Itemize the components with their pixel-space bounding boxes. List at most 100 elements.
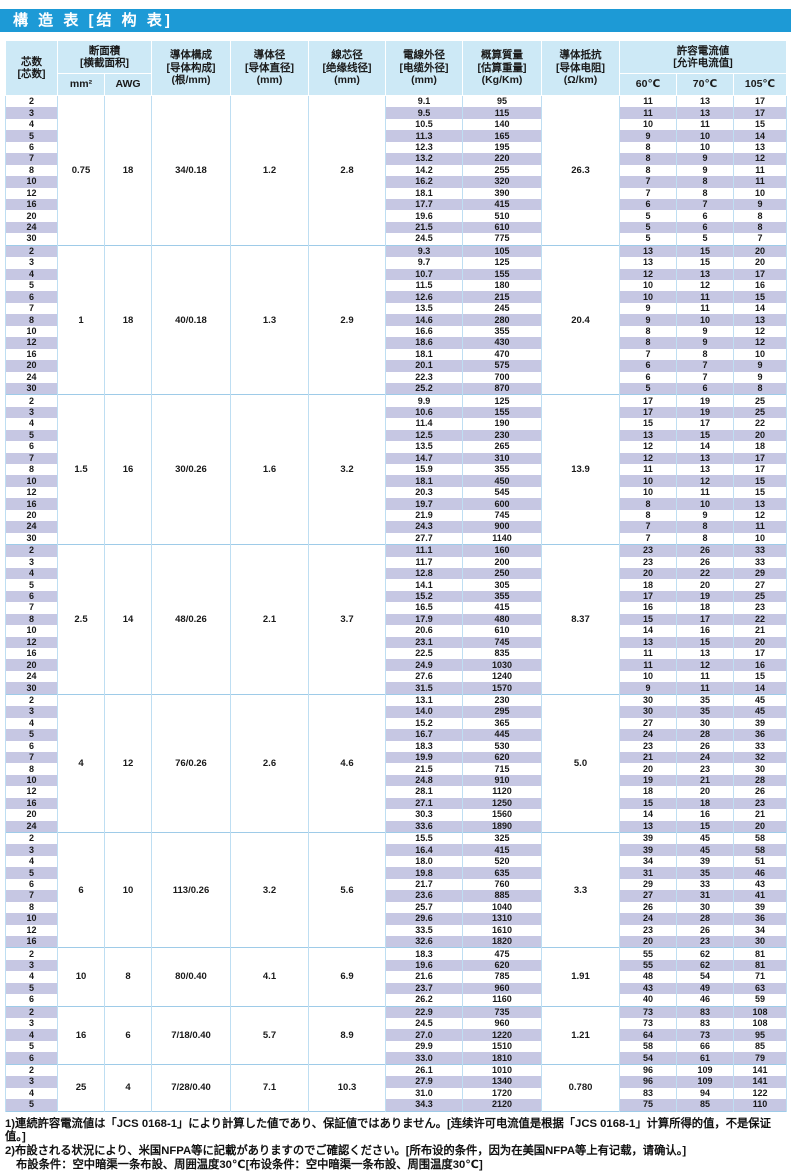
table-row: 3 11.7 200 23 26 33: [5, 556, 788, 568]
weight-cell: 1140: [462, 532, 542, 545]
current-70-cell: 33: [676, 878, 734, 891]
cores-cell: 6: [5, 878, 58, 891]
cores-cell: 8: [5, 464, 58, 476]
construction-cell: 80/0.40: [151, 947, 231, 1007]
current-105-cell: 108: [732, 1018, 788, 1030]
cable-od-cell: 13.2: [385, 153, 463, 165]
cores-cell: 7: [5, 153, 58, 165]
current-60-cell: 8: [619, 164, 677, 177]
current-60-cell: 19: [619, 774, 677, 787]
current-60-cell: 10: [619, 475, 677, 487]
conductor-dia-cell: 4.1: [230, 947, 309, 1007]
current-105-cell: 39: [732, 901, 788, 914]
current-70-cell: 35: [676, 693, 734, 707]
current-105-cell: 46: [732, 867, 788, 879]
header-construction: 導体構成 [导体构成] (根/mm): [151, 40, 231, 96]
current-70-cell: 26: [676, 740, 734, 752]
current-60-cell: 73: [619, 1018, 677, 1030]
resistance-cell: 3.3: [541, 831, 620, 948]
current-105-cell: 25: [732, 590, 788, 603]
weight-cell: 310: [462, 452, 542, 464]
current-105-cell: 15: [732, 475, 788, 487]
weight-cell: 180: [462, 280, 542, 292]
resistance-cell: 26.3: [541, 95, 620, 246]
weight-cell: 870: [462, 382, 542, 395]
cores-cell: 10: [5, 176, 58, 188]
cable-od-cell: 33.0: [385, 1052, 463, 1065]
cable-od-cell: 16.7: [385, 729, 463, 741]
cores-cell: 5: [5, 867, 58, 879]
current-105-cell: 17: [732, 107, 788, 119]
current-70-cell: 49: [676, 982, 734, 995]
table-row: 10 29.6 1310 24 28 36: [5, 913, 788, 925]
current-105-cell: 21: [732, 809, 788, 821]
header-insulated-dia-ja: 線芯径: [331, 49, 363, 62]
current-70-cell: 109: [676, 1063, 734, 1077]
cores-cell: 3: [5, 1076, 58, 1088]
weight-cell: 200: [462, 556, 542, 568]
cores-cell: 4: [5, 855, 58, 868]
cable-od-cell: 12.8: [385, 567, 463, 580]
current-70-cell: 26: [676, 556, 734, 568]
cable-od-cell: 18.1: [385, 475, 463, 487]
weight-cell: 610: [462, 625, 542, 637]
current-105-cell: 58: [732, 832, 788, 845]
current-70-cell: 35: [676, 867, 734, 879]
cable-od-cell: 15.2: [385, 717, 463, 730]
cores-cell: 6: [5, 994, 58, 1007]
weight-cell: 1890: [462, 820, 542, 833]
header-construction-unit: (根/mm): [171, 74, 211, 87]
current-70-cell: 15: [676, 636, 734, 648]
cable-od-cell: 12.5: [385, 429, 463, 442]
cores-cell: 6: [5, 590, 58, 603]
weight-cell: 480: [462, 613, 542, 626]
weight-cell: 245: [462, 302, 542, 315]
cable-od-cell: 14.2: [385, 164, 463, 177]
table-row: 5 16.7 445 24 28 36: [5, 729, 788, 741]
weight-cell: 1250: [462, 797, 542, 810]
current-105-cell: 15: [732, 118, 788, 131]
cores-cell: 6: [5, 1052, 58, 1065]
cable-od-cell: 11.4: [385, 418, 463, 430]
insulated-dia-cell: 10.3: [308, 1063, 386, 1111]
current-60-cell: 64: [619, 1029, 677, 1041]
cores-cell: 5: [5, 130, 58, 142]
current-105-cell: 8: [732, 221, 788, 234]
weight-cell: 165: [462, 130, 542, 142]
cores-cell: 30: [5, 233, 58, 246]
current-60-cell: 7: [619, 521, 677, 533]
table-row: 12 18.6 430 8 9 12: [5, 337, 788, 349]
cable-od-cell: 10.6: [385, 406, 463, 419]
cores-cell: 2: [5, 95, 58, 108]
current-70-cell: 45: [676, 844, 734, 856]
table-row: 10 18.1 450 10 12 15: [5, 475, 788, 487]
resistance-cell: 1.21: [541, 1005, 620, 1065]
current-105-cell: 17: [732, 452, 788, 464]
current-60-cell: 12: [619, 268, 677, 280]
weight-cell: 230: [462, 429, 542, 442]
cable-od-cell: 24.3: [385, 521, 463, 533]
current-60-cell: 96: [619, 1076, 677, 1088]
cores-cell: 24: [5, 221, 58, 234]
header-cable-od-ja: 電線外径: [403, 49, 445, 62]
current-70-cell: 13: [676, 464, 734, 476]
current-60-cell: 34: [619, 855, 677, 868]
current-70-cell: 8: [676, 532, 734, 545]
current-70-cell: 31: [676, 890, 734, 902]
current-105-cell: 8: [732, 382, 788, 395]
table-row: 12 18.1 390 7 8 10: [5, 187, 788, 199]
current-60-cell: 24: [619, 729, 677, 741]
cable-od-cell: 22.3: [385, 371, 463, 383]
weight-cell: 160: [462, 544, 542, 557]
header-conductor-dia-unit: (mm): [256, 74, 283, 87]
current-60-cell: 6: [619, 371, 677, 383]
table-row: 16 17.7 415 6 7 9: [5, 198, 788, 211]
construction-cell: 7/18/0.40: [151, 1005, 231, 1065]
table-row: 4 18.0 520 34 39 51: [5, 855, 788, 868]
current-70-cell: 12: [676, 659, 734, 671]
weight-cell: 575: [462, 360, 542, 372]
weight-cell: 610: [462, 221, 542, 234]
mm2-cell: 10: [57, 947, 105, 1007]
table-row: 3 19.6 620 55 62 81: [5, 959, 788, 972]
weight-cell: 545: [462, 486, 542, 499]
